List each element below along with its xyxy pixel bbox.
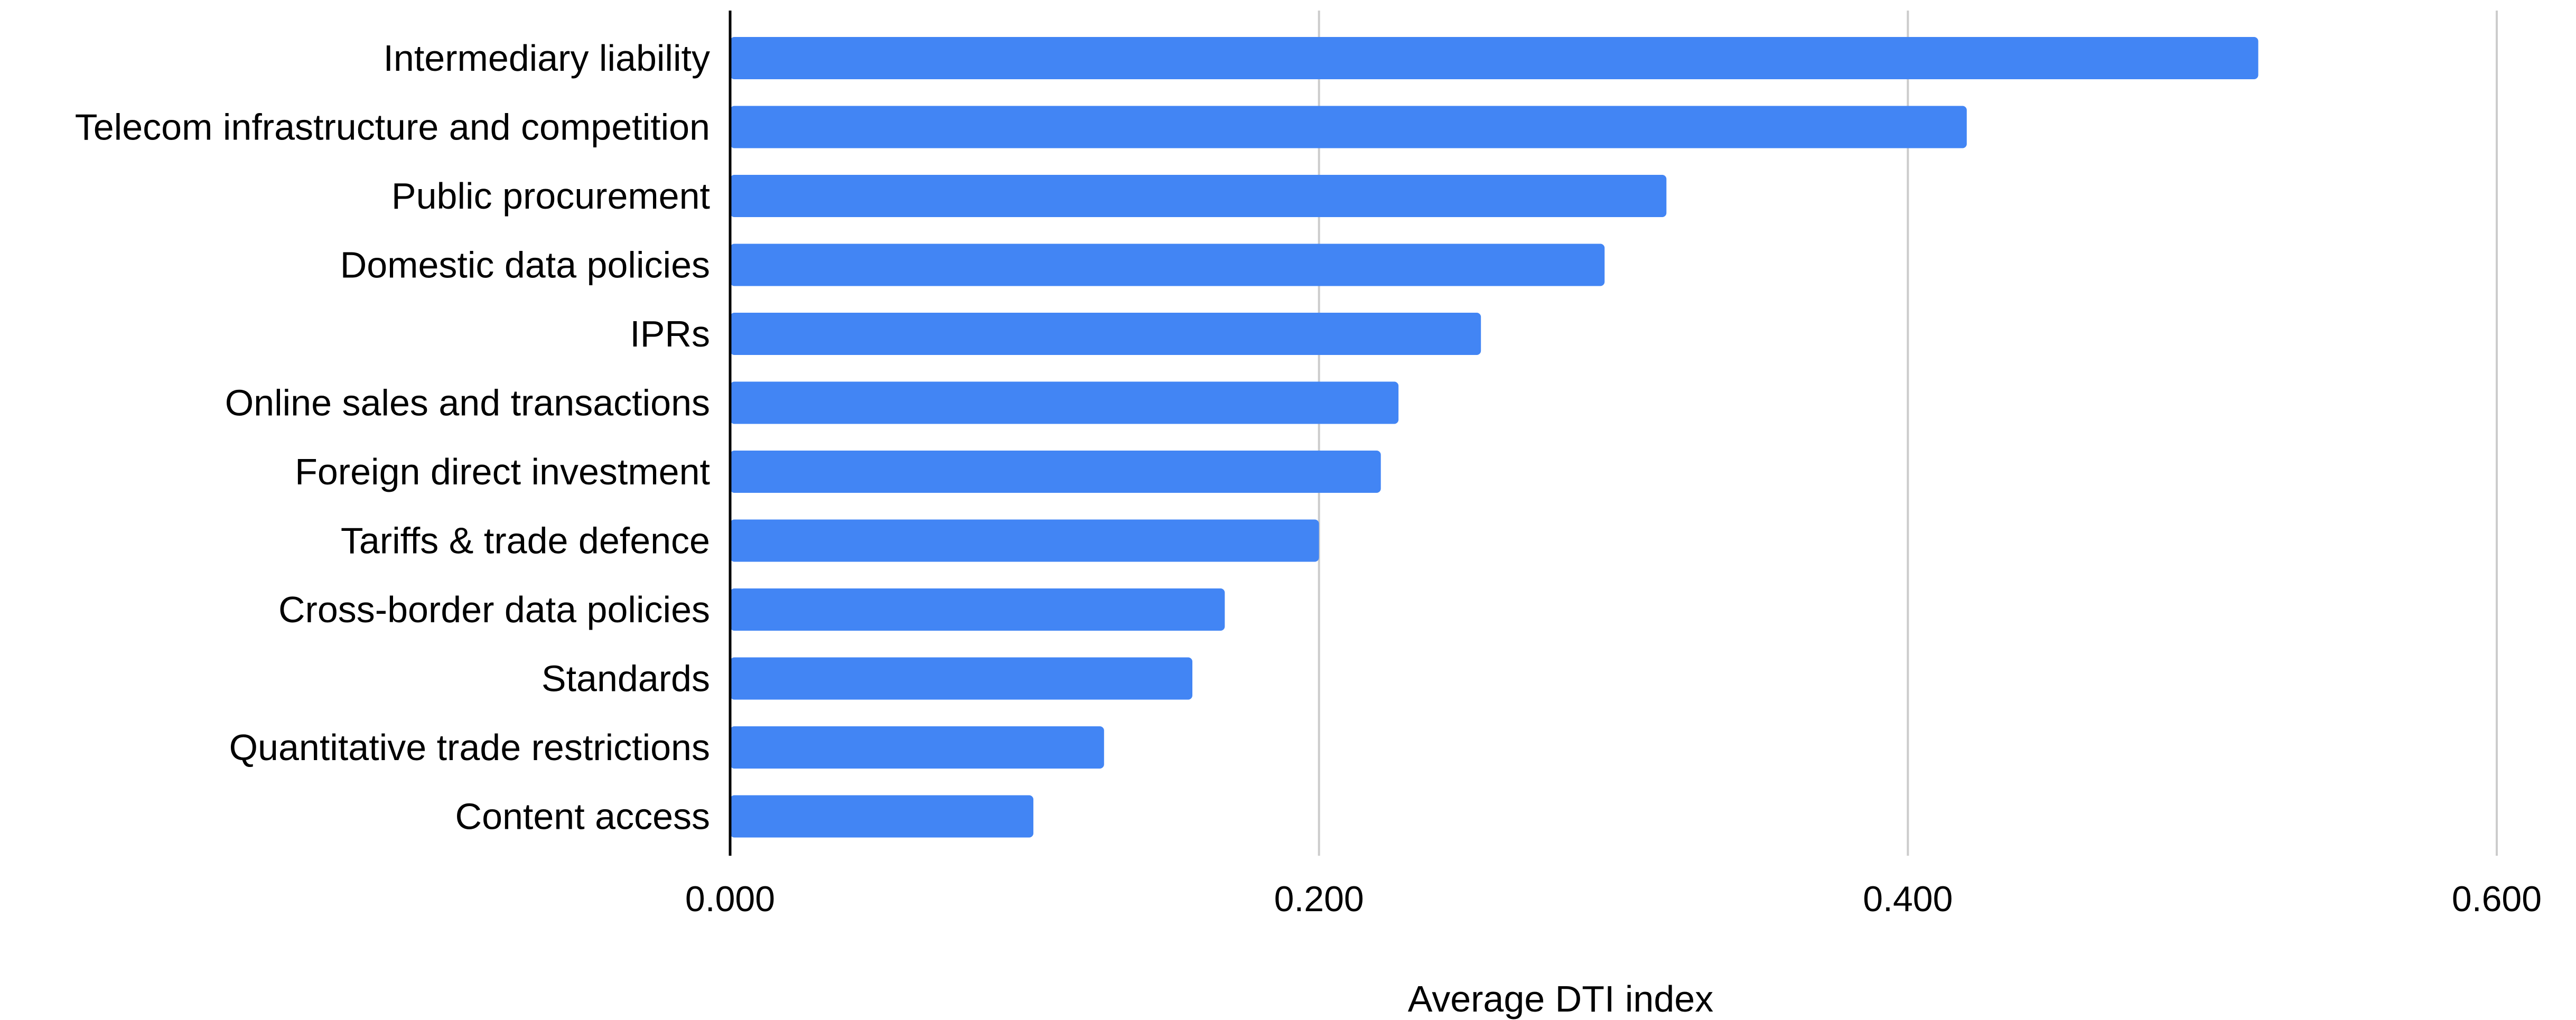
bar	[730, 381, 1399, 424]
category-label: Foreign direct investment	[295, 451, 710, 492]
x-tick-label: 0.400	[1863, 879, 1953, 919]
x-tick-label: 0.600	[2452, 879, 2542, 919]
category-label: IPRs	[630, 313, 710, 354]
bar	[730, 313, 1481, 355]
category-label: Domestic data policies	[340, 245, 710, 286]
bar	[730, 519, 1319, 562]
x-axis-title: Average DTI index	[1408, 978, 1713, 1019]
bar	[730, 588, 1225, 631]
bar	[730, 244, 1605, 286]
bar	[730, 451, 1381, 493]
bar-layer	[730, 37, 2258, 838]
category-label: Public procurement	[391, 175, 710, 217]
category-label: Content access	[455, 796, 710, 837]
bar	[730, 37, 2258, 79]
category-label: Cross-border data policies	[278, 589, 710, 630]
bar	[730, 175, 1667, 217]
x-tick-label: 0.000	[685, 879, 775, 919]
category-label: Tariffs & trade defence	[341, 520, 710, 562]
category-label-layer: Intermediary liability Telecom infrastruc…	[75, 38, 710, 837]
category-label: Intermediary liability	[383, 38, 710, 79]
category-label: Quantitative trade restrictions	[229, 727, 710, 768]
category-label: Online sales and transactions	[225, 382, 710, 424]
bar	[730, 726, 1104, 769]
category-label: Telecom infrastructure and competition	[75, 107, 710, 148]
bar	[730, 106, 1967, 148]
bar	[730, 795, 1034, 838]
category-label: Standards	[542, 658, 710, 699]
bar	[730, 657, 1193, 700]
x-tick-label: 0.200	[1274, 879, 1364, 919]
tick-label-layer: 0.000 0.200 0.400 0.600	[685, 879, 2542, 919]
grid-layer	[1318, 11, 2498, 856]
